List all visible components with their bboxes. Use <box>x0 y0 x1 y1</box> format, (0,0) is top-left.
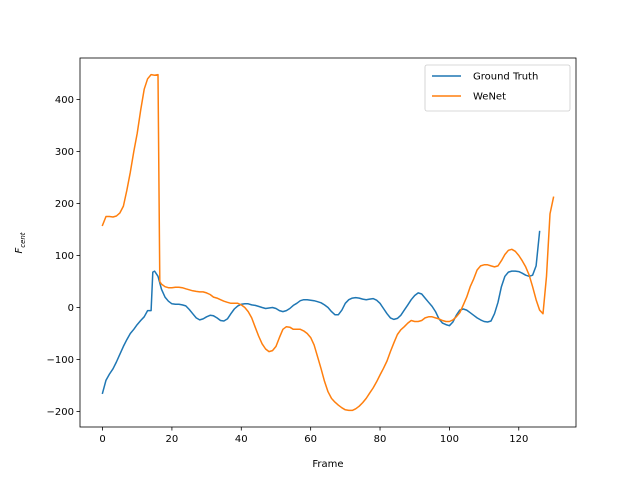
legend-label-wenet: WeNet <box>473 92 506 103</box>
series-layer <box>101 73 555 412</box>
plot-area <box>79 57 577 428</box>
x-tick-label: 120 <box>509 434 528 445</box>
legend-box <box>424 64 571 112</box>
x-tick-label: 40 <box>235 434 248 445</box>
y-tick-label: 100 <box>55 251 74 262</box>
y-axis-label: Fcent <box>14 232 27 253</box>
x-tick-label: 0 <box>99 434 105 445</box>
plot-frame <box>79 57 577 428</box>
x-axis-label: Frame <box>312 459 343 470</box>
x-tick-label: 80 <box>374 434 387 445</box>
x-tick-label: 20 <box>166 434 179 445</box>
series-line-wenet <box>101 73 555 412</box>
x-axis: 0 20 40 60 80 100 120 <box>99 427 528 445</box>
x-tick-label: 100 <box>440 434 459 445</box>
y-axis: −200 −100 0 100 200 300 400 <box>47 95 80 418</box>
y-tick-label: 200 <box>55 199 74 210</box>
y-tick-label: 400 <box>55 95 74 106</box>
legend-label-ground-truth: Ground Truth <box>473 72 538 83</box>
y-tick-label: 300 <box>55 147 74 158</box>
y-tick-label: 0 <box>68 303 74 314</box>
y-tick-label: −200 <box>47 407 74 418</box>
x-tick-label: 60 <box>304 434 317 445</box>
y-axis-label-main: F <box>14 248 25 254</box>
y-axis-label-subscript: cent <box>19 232 27 248</box>
y-tick-label: −100 <box>47 355 74 366</box>
legend: Ground Truth WeNet <box>424 64 571 112</box>
series-line-ground-truth <box>101 230 541 395</box>
